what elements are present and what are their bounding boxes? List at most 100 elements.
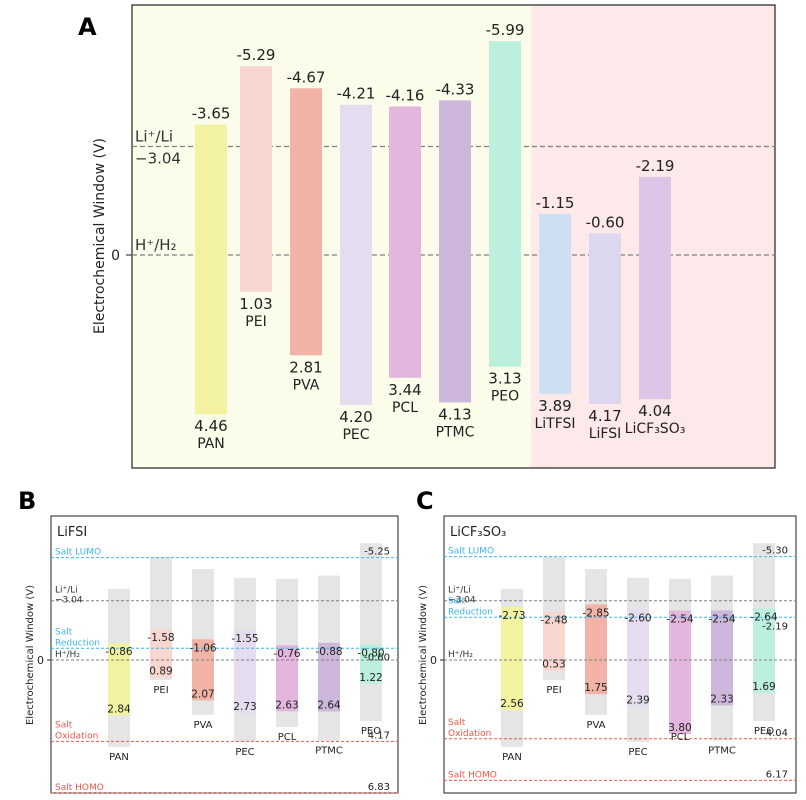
top-label-pva: -1.06 xyxy=(189,642,216,654)
salt-oxidation-name: Salt xyxy=(55,720,73,730)
y-tick-label: 0 xyxy=(430,654,437,667)
category-label-pva: PVA xyxy=(586,720,605,731)
top-label-pva: -2.85 xyxy=(582,607,609,619)
category-label-lifsi: LiFSI xyxy=(589,426,622,442)
polymer-region xyxy=(132,5,531,468)
category-label-pan: PAN xyxy=(197,436,225,452)
panel-title: LiFSI xyxy=(57,525,87,540)
salt-reduction-value: -2.19 xyxy=(762,621,788,632)
lumo-label-pec: -4.21 xyxy=(337,85,376,103)
top-label-ptmc: -0.88 xyxy=(315,646,342,658)
homo-label-licf3so3: 4.04 xyxy=(638,402,671,420)
ref-sublabel-li: −3.04 xyxy=(448,596,476,606)
category-label-pva: PVA xyxy=(293,377,320,393)
category-label-pan: PAN xyxy=(502,752,522,763)
salt-reduction-value: -0.60 xyxy=(364,652,390,663)
ref-label-li: Li⁺/Li xyxy=(55,586,78,596)
bottom-label-pei: 0.53 xyxy=(542,658,565,670)
salt-oxidation-name: Salt xyxy=(448,718,466,728)
bottom-label-pan: 2.84 xyxy=(107,703,131,715)
ref-label-h-h: H⁺/H₂ xyxy=(135,236,177,254)
lumo-label-licf3so3: -2.19 xyxy=(636,157,675,175)
window-bar-ptmc xyxy=(711,610,733,706)
category-label-pei: PEI xyxy=(546,685,561,696)
bar-pec xyxy=(340,104,372,405)
ref-label-h: H⁺/H₂ xyxy=(55,650,80,660)
salt-oxidation-value: 4.04 xyxy=(766,728,788,739)
bottom-label-pan: 2.56 xyxy=(500,698,524,710)
window-bar-pan xyxy=(108,643,130,716)
lumo-label-peo: -5.99 xyxy=(486,21,525,39)
salt-reduction-name: Salt xyxy=(55,627,73,637)
homo-label-litfsi: 3.89 xyxy=(538,397,571,415)
salt-lumo-value: -5.30 xyxy=(762,546,788,557)
y-tick-label: 0 xyxy=(37,654,44,667)
category-label-ptmc: PTMC xyxy=(436,424,475,440)
bottom-label-pcl: 2.63 xyxy=(275,699,298,711)
salt-homo-value: 6.17 xyxy=(766,769,788,780)
category-label-pcl: PCL xyxy=(392,400,418,416)
category-label-pva: PVA xyxy=(193,720,212,731)
lumo-label-pei: -5.29 xyxy=(237,46,276,64)
window-bar-pcl xyxy=(276,645,298,712)
lumo-label-pcl: -4.16 xyxy=(386,86,425,104)
category-label-pcl: PCL xyxy=(278,732,297,743)
bottom-label-ptmc: 2.64 xyxy=(317,699,341,711)
homo-label-pva: 2.81 xyxy=(289,358,322,376)
bar-ptmc xyxy=(439,100,471,403)
window-bar-pei xyxy=(543,611,565,671)
category-label-peo: PEO xyxy=(754,726,774,737)
window-bar-pva xyxy=(585,604,607,695)
category-label-licf3so3: LiCF₃SO₃ xyxy=(625,421,686,437)
bar-pva xyxy=(290,88,322,356)
salt-lumo-value: -5.25 xyxy=(364,547,390,558)
bar-licf3so3 xyxy=(639,176,671,400)
y-axis-label: Electrochemical Window (V) xyxy=(418,585,429,725)
category-label-pei: PEI xyxy=(245,314,266,330)
window-bar-pcl xyxy=(669,610,691,735)
bar-pei xyxy=(240,66,272,292)
bar-peo xyxy=(489,41,521,367)
plot-frame xyxy=(131,4,776,469)
top-label-pan: -0.86 xyxy=(105,646,132,658)
y-axis-label: Electrochemical Window (V) xyxy=(25,585,36,725)
ref-sublabel-li: −3.04 xyxy=(55,596,83,606)
homo-label-pec: 4.20 xyxy=(339,408,372,426)
lumo-label-ptmc: -4.33 xyxy=(436,80,475,98)
salt-homo-value: 6.83 xyxy=(368,782,390,793)
bottom-label-pcl: 3.80 xyxy=(668,722,691,734)
category-label-ptmc: PTMC xyxy=(708,746,736,757)
top-label-pan: -2.73 xyxy=(498,610,525,622)
salt-reduction-name: Reduction xyxy=(448,607,493,617)
window-bar-pan xyxy=(501,606,523,710)
bottom-label-pec: 2.39 xyxy=(626,695,649,707)
bottom-label-peo: 1.22 xyxy=(359,672,382,684)
category-label-peo: PEO xyxy=(491,389,519,405)
lumo-label-lifsi: -0.60 xyxy=(586,214,625,232)
top-label-pei: -2.48 xyxy=(540,615,567,627)
bar-pcl xyxy=(389,106,421,378)
plot-frame xyxy=(443,515,797,794)
panel-title: LiCF₃SO₃ xyxy=(450,525,506,540)
top-label-pec: -1.55 xyxy=(231,633,258,645)
panel-letter-a: A xyxy=(78,13,97,41)
salt-homo-name: Salt HOMO xyxy=(55,783,104,793)
top-label-pcl: -2.54 xyxy=(666,613,693,625)
panel-letter-b: B xyxy=(18,487,36,515)
lumo-label-pan: -3.65 xyxy=(192,105,231,123)
window-bar-peo xyxy=(360,644,382,684)
bar-litfsi xyxy=(539,213,571,394)
bottom-label-pei: 0.89 xyxy=(149,665,172,677)
ref-label-h: H⁺/H₂ xyxy=(448,650,473,660)
category-label-pcl: PCL xyxy=(671,732,690,743)
salt-homo-name: Salt HOMO xyxy=(448,770,497,780)
top-label-pei: -1.58 xyxy=(147,632,174,644)
top-label-peo: -0.80 xyxy=(357,647,384,659)
window-bar-pei xyxy=(150,629,172,678)
homo-label-peo: 3.13 xyxy=(488,370,521,388)
category-label-pei: PEI xyxy=(153,685,168,696)
bottom-label-pva: 1.75 xyxy=(584,682,607,694)
